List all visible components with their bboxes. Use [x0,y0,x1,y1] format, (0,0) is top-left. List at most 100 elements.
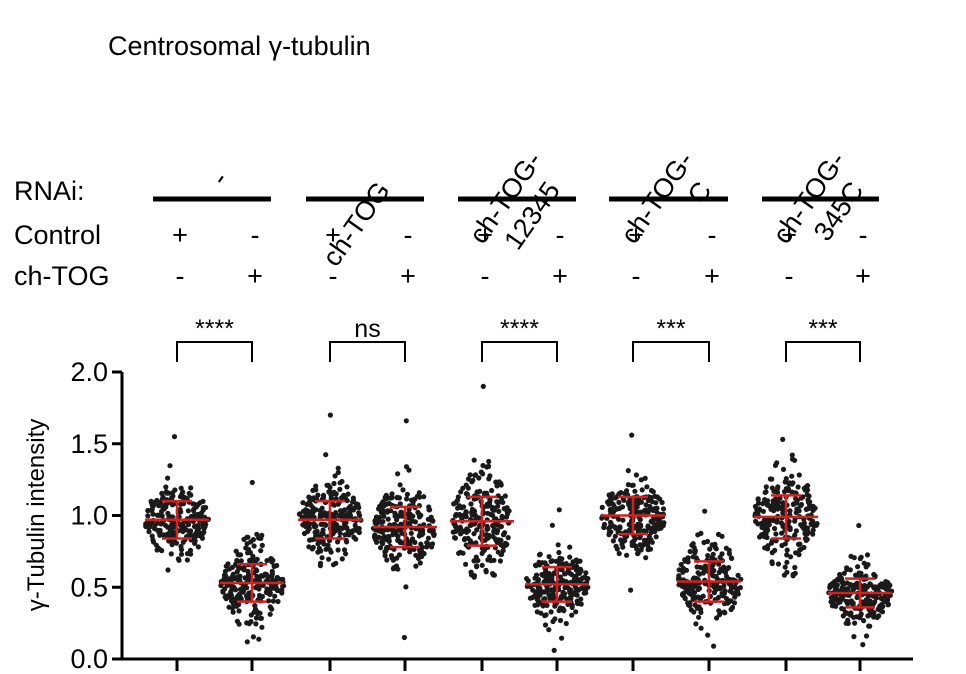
data-point [606,532,612,538]
data-point [793,496,799,502]
data-point [808,520,814,527]
data-point [203,504,209,511]
data-point [238,552,244,558]
data-point [344,484,350,490]
data-point [767,476,774,482]
data-point [320,531,326,537]
data-point [148,498,154,504]
data-point [779,506,786,513]
data-point [777,495,783,501]
data-point [707,546,713,552]
data-point [583,570,589,576]
data-point [634,501,640,507]
data-point [471,531,477,537]
data-point [562,571,569,577]
data-point [194,523,200,529]
data-point [467,472,473,478]
data-point [568,596,574,602]
data-point [792,490,798,496]
data-point [154,497,160,504]
data-point [258,548,264,554]
data-point [540,603,546,609]
data-point [403,584,409,590]
significance-bracket [176,341,253,362]
data-point [546,578,553,584]
data-point [693,621,699,627]
data-point [813,522,820,528]
data-point [268,556,274,562]
data-point [176,557,182,563]
data-point [638,523,644,529]
data-point [498,524,504,530]
data-point [680,592,686,598]
data-point [327,547,333,553]
data-point [808,505,815,511]
data-point [772,462,779,468]
data-point [145,508,151,514]
data-point [339,556,345,562]
data-point [542,622,549,628]
data-point [851,614,857,620]
data-point [395,537,401,544]
data-point [638,477,644,483]
data-point [692,550,698,556]
data-point [494,530,500,536]
data-point [382,553,388,559]
data-point [631,538,637,544]
data-point [479,562,485,568]
data-point [834,576,841,583]
data-point [794,500,800,506]
data-point [264,558,270,564]
data-point [279,587,285,593]
data-point [476,475,482,481]
data-point [635,551,641,557]
data-point [652,493,658,499]
data-point [780,436,786,442]
data-point [607,506,614,512]
data-point [782,541,789,547]
data-point [223,573,229,579]
data-point [253,621,259,627]
data-point [280,583,286,589]
group-name: C [682,176,718,209]
data-point [877,603,883,609]
data-point [416,533,422,539]
data-point [620,544,626,550]
data-point [719,591,725,597]
data-point [616,516,622,522]
data-point [244,541,250,547]
data-point [197,500,203,506]
data-point [389,491,395,497]
data-point [775,504,782,510]
data-point [563,561,569,567]
data-point [324,512,330,518]
data-point [471,521,478,527]
control-sign: + [172,220,188,250]
data-point [266,598,272,604]
data-point [335,469,341,476]
data-point [406,515,412,521]
data-point [457,549,463,556]
group-name: - [204,165,235,190]
data-point [335,465,341,471]
data-point [804,536,810,543]
data-point [709,563,715,570]
data-point [392,565,398,571]
data-point [473,554,479,560]
data-point [492,536,498,542]
data-point [633,509,639,515]
data-point [251,543,257,549]
data-point [168,526,174,532]
data-point [331,513,337,519]
data-point [773,531,779,537]
data-point [792,570,798,576]
data-point [843,598,849,604]
data-point [474,564,480,570]
data-point [408,530,414,536]
data-point [228,589,234,595]
data-point [472,513,478,520]
data-point [497,558,503,564]
data-point [567,544,573,550]
data-point [220,588,226,594]
row-label-control: Control [14,220,101,250]
